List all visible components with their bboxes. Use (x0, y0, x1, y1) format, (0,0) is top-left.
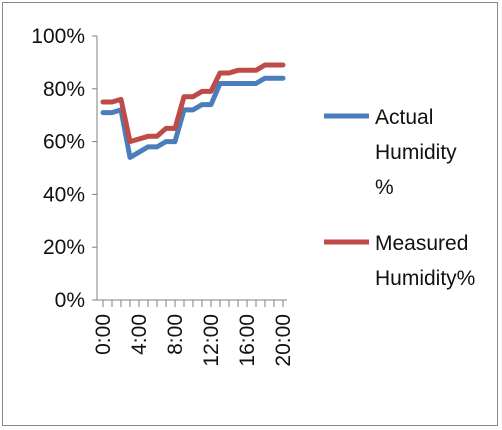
tick-labels: 0% 20% 40% 60% 80% 100% 0:00 4:00 8:00 12:00 16:00… (31, 25, 295, 367)
x-tick-label: 20:00 (272, 314, 295, 367)
series-lines (100, 62, 286, 160)
series-line-1 (100, 75, 286, 160)
legend-label-1: % (375, 176, 394, 199)
legend-label-2: Measured (375, 232, 468, 255)
axes (92, 35, 287, 307)
x-tick-label: 0:00 (92, 314, 115, 355)
legend-label-1: Humidity (375, 141, 457, 164)
y-tick-label: 60% (43, 131, 85, 154)
y-tick-label: 80% (43, 78, 85, 101)
x-tick-label: 16:00 (236, 314, 259, 367)
y-tick-label: 100% (31, 25, 85, 48)
series-line-2 (100, 62, 286, 145)
x-tick-label: 12:00 (200, 314, 223, 367)
legend: Actual Humidity% Measured Humidity% (324, 106, 475, 290)
legend-label-2: Humidity% (375, 267, 475, 290)
y-tick-label: 20% (43, 236, 85, 259)
legend-label-1: Actual (375, 106, 433, 129)
x-tick-label: 8:00 (164, 314, 187, 355)
y-tick-label: 0% (55, 289, 85, 312)
x-tick-label: 4:00 (128, 314, 151, 355)
y-tick-label: 40% (43, 183, 85, 206)
